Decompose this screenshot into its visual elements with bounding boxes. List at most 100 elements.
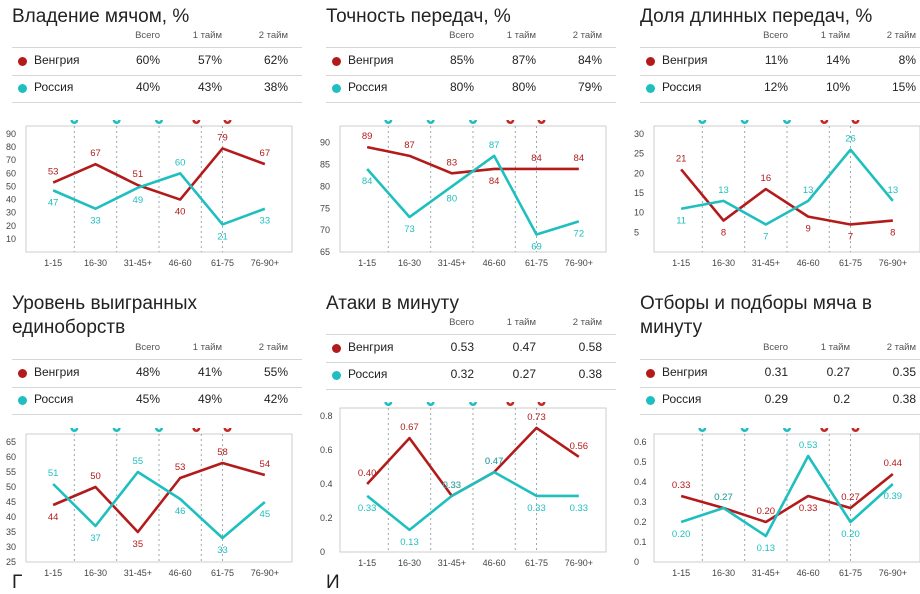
data-label: 67 <box>90 148 101 159</box>
y-tick-label: 90 <box>6 129 16 139</box>
y-tick-label: 25 <box>634 149 644 159</box>
legend-dot-icon <box>332 371 341 380</box>
y-tick-label: 80 <box>320 181 330 191</box>
data-label: 84 <box>574 153 585 164</box>
x-tick-label: 1-15 <box>44 568 62 578</box>
x-tick-label: 46-60 <box>169 258 192 268</box>
stat-value: 0.38 <box>892 392 916 406</box>
data-label: 51 <box>133 169 144 180</box>
x-tick-label: 16-30 <box>712 568 735 578</box>
line-chart: 25 30 35 40 45 50 55 60 65 1-15 16-30 31-45+ 46-60 61… <box>4 424 294 585</box>
x-tick-label: 31-45+ <box>752 258 780 268</box>
panel-title: Отборы и подборы мяча в <box>640 293 872 314</box>
stat-value: 41% <box>197 365 222 379</box>
data-label: 54 <box>260 459 271 470</box>
ball-icon <box>70 116 79 124</box>
data-label: 33 <box>90 216 101 227</box>
y-tick-label: 60 <box>6 168 16 178</box>
column-header: 1 тайм <box>506 317 536 328</box>
data-label: 89 <box>362 131 373 142</box>
y-tick-label: 40 <box>6 195 16 205</box>
team-name: Венгрия <box>34 365 80 379</box>
panel-title: единоборств <box>12 317 126 338</box>
x-tick-label: 61-75 <box>839 568 862 578</box>
column-header: Всего <box>763 342 788 353</box>
x-tick-label: 61-75 <box>211 258 234 268</box>
series-line-russia <box>366 154 580 236</box>
y-tick-label: 70 <box>320 225 330 235</box>
data-label: 49 <box>133 195 144 206</box>
column-header: 2 тайм <box>258 30 288 41</box>
y-tick-label: 60 <box>6 452 16 462</box>
data-label: 50 <box>90 471 101 482</box>
data-label: 0.73 <box>527 412 546 423</box>
data-label: 0.56 <box>570 441 589 452</box>
x-tick-label: 31-45+ <box>752 568 780 578</box>
series-line-russia <box>52 470 266 540</box>
panel-title: Владение мячом, % <box>12 6 190 27</box>
ball-icon <box>740 424 749 432</box>
y-tick-label: 35 <box>6 527 16 537</box>
y-tick-label: 0.6 <box>320 445 333 455</box>
stat-value: 87% <box>511 53 536 67</box>
data-label: 8 <box>890 228 895 239</box>
stat-value: 0.29 <box>764 392 788 406</box>
data-label: 13 <box>803 185 814 196</box>
y-tick-label: 0 <box>320 547 325 557</box>
y-tick-label: 70 <box>6 155 16 165</box>
series-line-hungary <box>680 168 893 226</box>
data-label: 33 <box>260 216 271 227</box>
y-tick-label: 5 <box>634 227 639 237</box>
y-tick-label: 10 <box>6 234 16 244</box>
y-tick-label: 65 <box>6 437 16 447</box>
column-header: 1 тайм <box>506 30 536 41</box>
column-header: Всего <box>135 30 160 41</box>
y-tick-label: 0 <box>634 557 639 567</box>
column-header: 2 тайм <box>572 317 602 328</box>
x-tick-label: 31-45+ <box>124 258 152 268</box>
data-label: 84 <box>362 176 373 187</box>
ball-icon <box>783 424 791 432</box>
data-label: 0.33 <box>799 503 818 514</box>
x-tick-label: 61-75 <box>839 258 862 268</box>
team-name: Венгрия <box>348 340 394 354</box>
stat-value: 0.35 <box>892 365 916 379</box>
panel-title: Точность передач, % <box>326 6 511 27</box>
x-tick-label: 1-15 <box>358 558 376 568</box>
panel-title: Атаки в минуту <box>326 293 459 314</box>
data-label: 53 <box>48 167 59 178</box>
team-name: Россия <box>662 80 702 94</box>
team-row: Венгрия 85% 87% 84% <box>326 47 616 76</box>
x-tick-label: 16-30 <box>398 258 421 268</box>
line-chart: 5 10 15 20 25 30 1-15 16-30 31-45+ 46-60 61-75 76-9… <box>632 116 920 275</box>
x-tick-label: 46-60 <box>797 568 820 578</box>
data-label: 0.20 <box>757 506 776 517</box>
team-name: Венгрия <box>662 53 708 67</box>
ball-icon <box>70 424 79 432</box>
series-line-russia <box>366 470 579 532</box>
y-tick-label: 50 <box>6 482 16 492</box>
ball-icon <box>155 116 163 124</box>
data-label: 35 <box>133 539 144 550</box>
x-tick-label: 31-45+ <box>438 558 466 568</box>
data-label: 87 <box>489 140 500 151</box>
data-label: 55 <box>133 456 144 467</box>
y-tick-label: 20 <box>634 168 644 178</box>
plot-area-frame <box>653 125 920 253</box>
data-label: 83 <box>447 157 458 168</box>
stat-value: 0.47 <box>512 340 536 354</box>
data-label: 0.27 <box>714 492 733 503</box>
ball-icon <box>783 116 791 124</box>
team-row: Венгрия 0.31 0.27 0.35 <box>640 359 920 388</box>
data-label: 7 <box>763 231 768 242</box>
x-tick-label: 76-90+ <box>565 558 593 568</box>
ball-icon <box>155 424 163 432</box>
team-row: Венгрия 48% 41% 55% <box>12 359 302 388</box>
bottom-cut-heading-middle: И <box>326 572 340 593</box>
series-line-hungary <box>52 147 266 201</box>
column-header: Всего <box>135 342 160 353</box>
column-header: 1 тайм <box>192 30 222 41</box>
team-row: Россия 12% 10% 15% <box>640 75 920 103</box>
data-label: 0.20 <box>672 529 691 540</box>
stat-value: 60% <box>135 53 160 67</box>
